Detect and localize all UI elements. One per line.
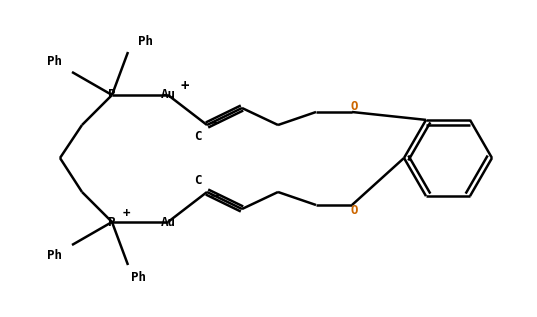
Text: Ph: Ph	[47, 249, 62, 262]
Text: O: O	[350, 100, 358, 113]
Text: −: −	[211, 188, 220, 202]
Text: P: P	[108, 216, 116, 229]
Text: +: +	[122, 206, 130, 219]
Text: Ph: Ph	[47, 55, 62, 68]
Text: Au: Au	[161, 88, 176, 101]
Text: −: −	[211, 115, 220, 129]
Text: C: C	[194, 174, 202, 187]
Text: O: O	[350, 204, 358, 217]
Text: C: C	[194, 130, 202, 143]
Text: Ph: Ph	[130, 271, 146, 284]
Text: Ph: Ph	[138, 35, 153, 48]
Text: P: P	[108, 88, 116, 101]
Text: Au: Au	[161, 216, 176, 229]
Text: +: +	[181, 79, 189, 93]
